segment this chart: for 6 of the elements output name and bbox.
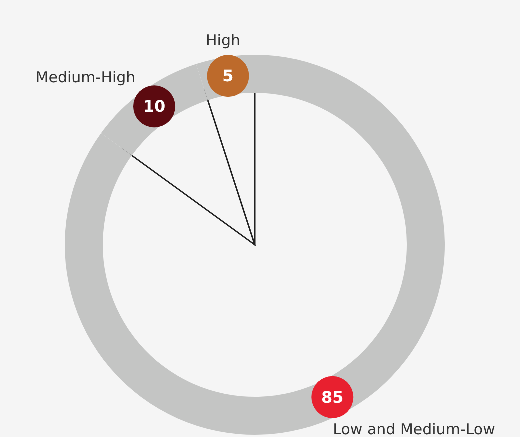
slice-label: High	[206, 32, 240, 50]
slice-label: Medium-High	[36, 68, 136, 87]
data-label: 5	[222, 66, 234, 86]
slice-label: Low and Medium-Low	[333, 420, 496, 437]
data-label: 10	[143, 97, 166, 116]
data-label: 85	[322, 388, 344, 407]
